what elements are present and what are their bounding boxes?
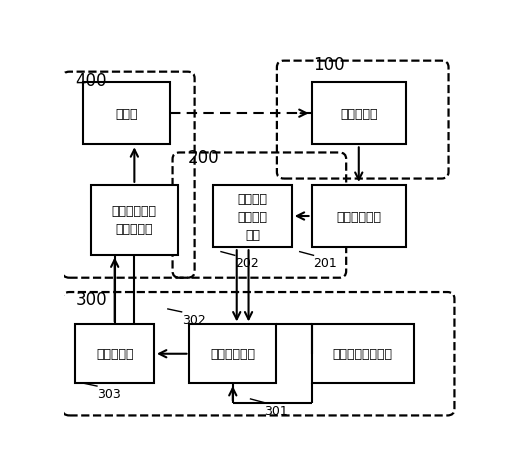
Bar: [189, 325, 276, 383]
Text: 信号分析模块: 信号分析模块: [336, 210, 382, 223]
Text: 噪声探测器: 噪声探测器: [340, 108, 377, 120]
Text: 300: 300: [75, 290, 107, 308]
Text: 303: 303: [97, 387, 121, 400]
Text: 音频变压器: 音频变压器: [96, 347, 134, 360]
Text: 200: 200: [187, 149, 219, 167]
Bar: [311, 186, 406, 248]
Bar: [311, 83, 406, 145]
Text: 301: 301: [264, 404, 288, 417]
Text: 阻抗调节
信号计算
模块: 阻抗调节 信号计算 模块: [237, 192, 268, 241]
Text: 100: 100: [313, 56, 345, 74]
Text: 400: 400: [75, 71, 107, 89]
Text: 202: 202: [235, 257, 259, 270]
Text: 302: 302: [182, 313, 205, 326]
Text: 噪声源: 噪声源: [115, 108, 138, 120]
Text: 压电薄膜微穿
孔板吸声体: 压电薄膜微穿 孔板吸声体: [112, 205, 157, 236]
Bar: [311, 325, 414, 383]
Text: 双路直流稳压电源: 双路直流稳压电源: [333, 347, 393, 360]
Bar: [83, 83, 170, 145]
Bar: [213, 186, 292, 248]
Bar: [91, 186, 178, 255]
Bar: [75, 325, 154, 383]
Text: 201: 201: [313, 257, 337, 270]
Text: 信号功放电路: 信号功放电路: [210, 347, 256, 360]
